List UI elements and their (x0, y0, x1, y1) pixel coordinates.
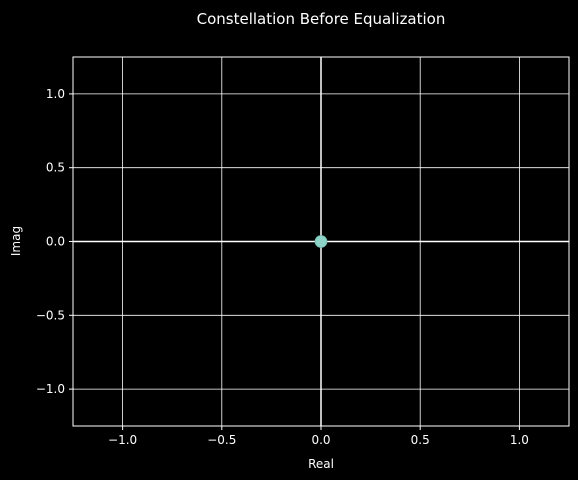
x-tick-label: −0.5 (207, 433, 236, 447)
y-tick-label: 0.0 (46, 235, 65, 249)
chart-title: Constellation Before Equalization (197, 10, 446, 28)
y-axis-label: Imag (9, 226, 23, 256)
y-tick-label: −0.5 (36, 308, 65, 322)
x-tick-label: 0.0 (311, 433, 330, 447)
constellation-point (314, 235, 328, 248)
y-tick-label: 1.0 (46, 87, 65, 101)
x-tick-label: 0.5 (411, 433, 430, 447)
x-tick-label: 1.0 (510, 433, 529, 447)
data-points (314, 235, 328, 248)
x-tick-label: −1.0 (108, 433, 137, 447)
y-axis: −1.0 −0.5 0.0 0.5 1.0 (36, 87, 73, 396)
y-tick-label: 0.5 (46, 161, 65, 175)
x-axis: −1.0 −0.5 0.0 0.5 1.0 (108, 426, 529, 447)
y-tick-label: −1.0 (36, 382, 65, 396)
x-axis-label: Real (308, 457, 334, 471)
